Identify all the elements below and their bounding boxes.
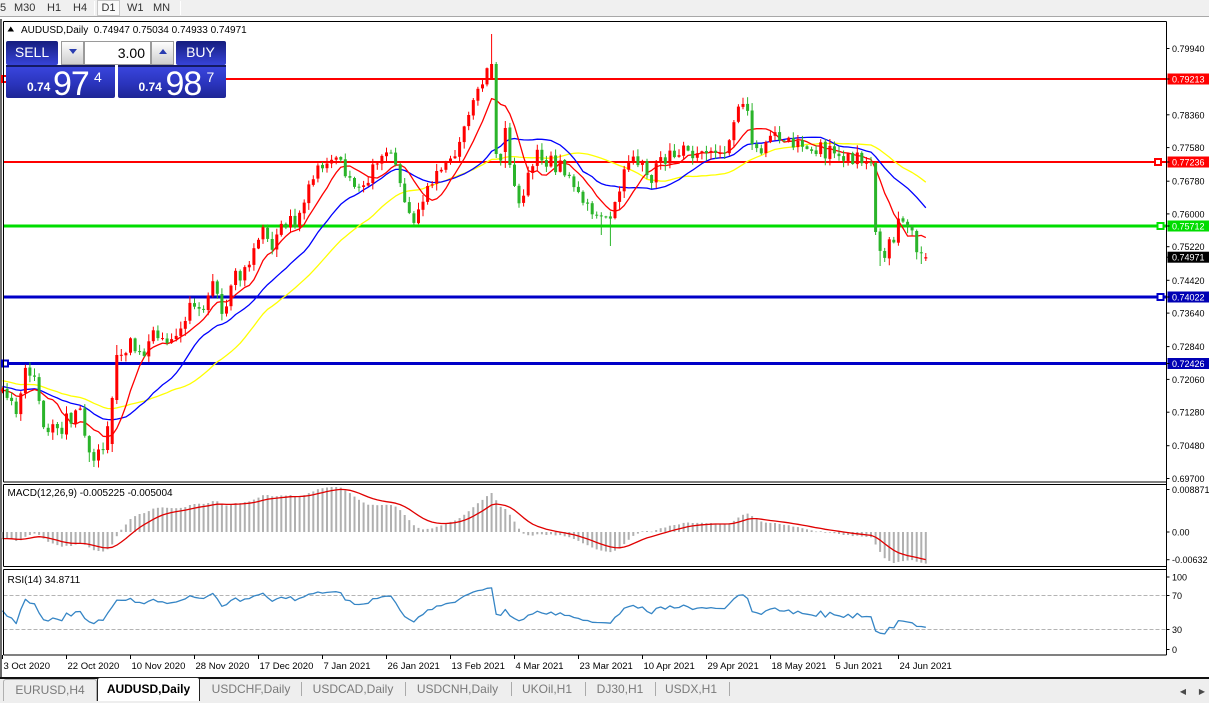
svg-text:0.77236: 0.77236	[1172, 158, 1205, 168]
svg-text:RSI(14) 34.8711: RSI(14) 34.8711	[8, 575, 81, 586]
svg-text:22 Oct 2020: 22 Oct 2020	[68, 661, 120, 672]
svg-text:70: 70	[1172, 591, 1182, 601]
svg-text:0.79940: 0.79940	[1172, 44, 1205, 54]
svg-text:30: 30	[1172, 625, 1182, 635]
svg-text:13 Feb 2021: 13 Feb 2021	[452, 661, 505, 672]
svg-text:10 Apr 2021: 10 Apr 2021	[644, 661, 695, 672]
svg-text:23 Mar 2021: 23 Mar 2021	[580, 661, 633, 672]
svg-text:0.74971: 0.74971	[1172, 253, 1205, 263]
svg-text:0.79213: 0.79213	[1172, 75, 1205, 85]
svg-text:0.76000: 0.76000	[1172, 209, 1205, 219]
svg-text:0: 0	[1172, 645, 1177, 655]
svg-text:0.70480: 0.70480	[1172, 441, 1205, 451]
svg-text:28 Nov 2020: 28 Nov 2020	[196, 661, 250, 672]
svg-text:-0.00632: -0.00632	[1172, 555, 1208, 565]
svg-text:0.00: 0.00	[1172, 528, 1190, 538]
svg-text:0.77580: 0.77580	[1172, 143, 1205, 153]
svg-text:4 Mar 2021: 4 Mar 2021	[516, 661, 564, 672]
svg-text:18 May 2021: 18 May 2021	[772, 661, 827, 672]
svg-text:MACD(12,26,9) -0.005225 -0.005: MACD(12,26,9) -0.005225 -0.005004	[8, 488, 174, 499]
svg-text:0.69700: 0.69700	[1172, 474, 1205, 484]
svg-text:0.72426: 0.72426	[1172, 359, 1205, 369]
svg-text:0.71280: 0.71280	[1172, 408, 1205, 418]
svg-text:0.72840: 0.72840	[1172, 342, 1205, 352]
svg-text:29 Apr 2021: 29 Apr 2021	[708, 661, 759, 672]
svg-text:AUDUSD,Daily 0.74947 0.75034: AUDUSD,Daily 0.74947 0.75034 0.74933 0.7…	[21, 25, 247, 36]
svg-text:10 Nov 2020: 10 Nov 2020	[132, 661, 186, 672]
svg-text:7 Jan 2021: 7 Jan 2021	[324, 661, 371, 672]
svg-text:24 Jun 2021: 24 Jun 2021	[900, 661, 952, 672]
svg-text:3 Oct 2020: 3 Oct 2020	[4, 661, 50, 672]
svg-text:0.74420: 0.74420	[1172, 276, 1205, 286]
svg-text:17 Dec 2020: 17 Dec 2020	[260, 661, 314, 672]
svg-text:0.72060: 0.72060	[1172, 375, 1205, 385]
svg-text:0.75220: 0.75220	[1172, 242, 1205, 252]
svg-text:0.73640: 0.73640	[1172, 309, 1205, 319]
svg-text:26 Jan 2021: 26 Jan 2021	[388, 661, 440, 672]
svg-text:100: 100	[1172, 573, 1187, 583]
svg-text:0.74022: 0.74022	[1172, 293, 1205, 303]
svg-text:0.75712: 0.75712	[1172, 222, 1205, 232]
svg-text:0.76780: 0.76780	[1172, 177, 1205, 187]
svg-text:5 Jun 2021: 5 Jun 2021	[836, 661, 883, 672]
svg-text:0.78360: 0.78360	[1172, 110, 1205, 120]
svg-text:0.008871: 0.008871	[1172, 485, 1209, 495]
